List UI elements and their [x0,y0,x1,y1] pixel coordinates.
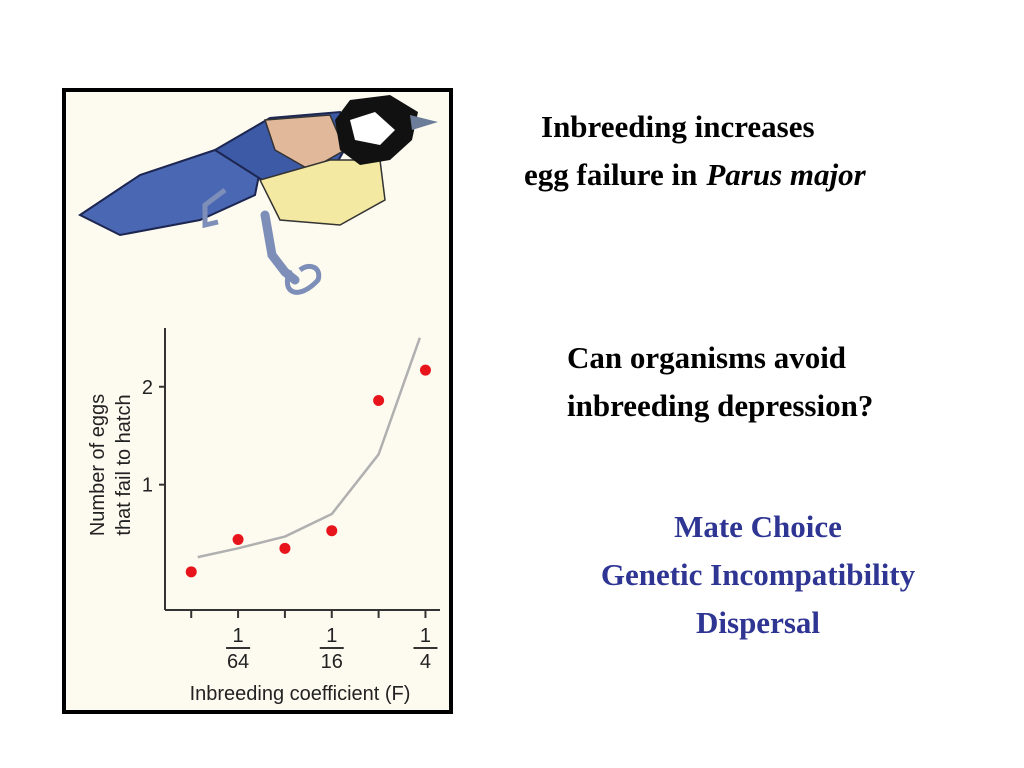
x-axis-label: Inbreeding coefficient (F) [190,683,411,705]
fraction-denominator: 64 [227,651,249,673]
bird-illustration [78,95,438,295]
data-point [185,566,197,578]
fraction-numerator: 1 [420,625,431,647]
y-tick-label: 2 [142,377,153,399]
fit-line [197,337,422,559]
heading: egg failure in Parus major [524,157,867,192]
question: Can organisms avoid [567,340,846,375]
mechanism: Genetic Incompatibility [601,557,916,592]
fraction-numerator: 1 [233,625,244,647]
fraction-denominator: 4 [420,651,431,673]
fraction-denominator: 16 [321,651,343,673]
data-point [326,525,338,537]
y-tick-label: 1 [142,475,153,497]
data-point [419,364,431,376]
mechanism: Dispersal [696,605,820,640]
heading-text: egg failure in [524,157,697,192]
data-point [373,394,385,406]
mechanism: Mate Choice [674,509,842,544]
fraction-numerator: 1 [326,625,337,647]
y-axis-label: that fail to hatch [113,394,135,535]
heading: Inbreeding increases [541,109,815,144]
data-point [232,534,244,545]
x-tick-label: 1 16 [321,625,343,673]
data-point [279,542,291,554]
species-name: Parus major [705,157,866,192]
x-tick-label: 1 64 [227,625,249,673]
y-axis-label: Number of eggs [87,394,109,536]
question: inbreeding depression? [567,388,873,423]
